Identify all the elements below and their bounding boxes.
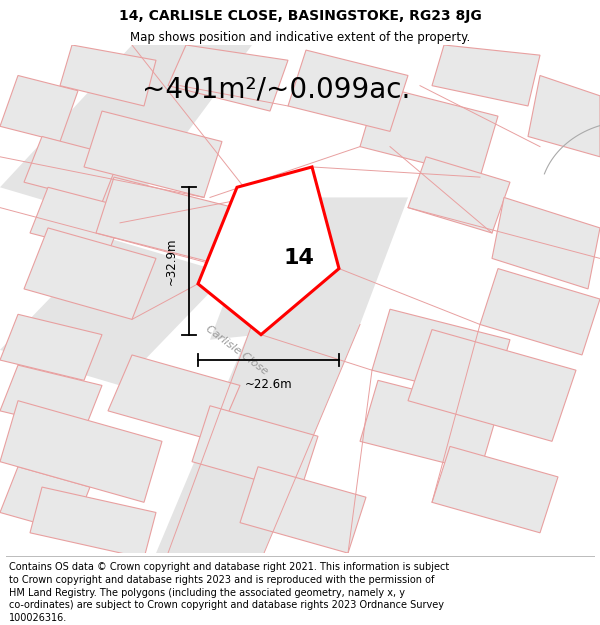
Polygon shape bbox=[492, 198, 600, 289]
Polygon shape bbox=[24, 136, 120, 202]
Text: ~401m²/~0.099ac.: ~401m²/~0.099ac. bbox=[142, 76, 410, 104]
Polygon shape bbox=[168, 45, 288, 111]
Polygon shape bbox=[192, 406, 318, 492]
Polygon shape bbox=[480, 269, 600, 355]
Polygon shape bbox=[0, 45, 252, 223]
Polygon shape bbox=[12, 416, 102, 482]
Polygon shape bbox=[432, 45, 540, 106]
Polygon shape bbox=[0, 401, 162, 502]
Text: Carlisle Close: Carlisle Close bbox=[204, 323, 270, 376]
Polygon shape bbox=[0, 76, 78, 141]
Polygon shape bbox=[360, 381, 498, 472]
Polygon shape bbox=[0, 238, 228, 386]
Polygon shape bbox=[0, 314, 102, 381]
Text: to Crown copyright and database rights 2023 and is reproduced with the permissio: to Crown copyright and database rights 2… bbox=[9, 575, 434, 585]
Polygon shape bbox=[408, 329, 576, 441]
Polygon shape bbox=[0, 467, 90, 532]
Polygon shape bbox=[24, 228, 156, 319]
Text: 14: 14 bbox=[284, 248, 315, 268]
Polygon shape bbox=[432, 446, 558, 532]
Text: 100026316.: 100026316. bbox=[9, 612, 67, 622]
Polygon shape bbox=[372, 309, 510, 401]
Polygon shape bbox=[0, 365, 102, 431]
Polygon shape bbox=[360, 86, 498, 177]
Polygon shape bbox=[288, 50, 408, 131]
Text: Contains OS data © Crown copyright and database right 2021. This information is : Contains OS data © Crown copyright and d… bbox=[9, 562, 449, 572]
Text: HM Land Registry. The polygons (including the associated geometry, namely x, y: HM Land Registry. The polygons (includin… bbox=[9, 588, 405, 598]
Text: 14, CARLISLE CLOSE, BASINGSTOKE, RG23 8JG: 14, CARLISLE CLOSE, BASINGSTOKE, RG23 8J… bbox=[119, 9, 481, 23]
Text: ~32.9m: ~32.9m bbox=[165, 238, 178, 285]
Polygon shape bbox=[30, 487, 156, 558]
Polygon shape bbox=[408, 157, 510, 233]
Polygon shape bbox=[84, 111, 222, 198]
Text: Map shows position and indicative extent of the property.: Map shows position and indicative extent… bbox=[130, 31, 470, 44]
Polygon shape bbox=[210, 198, 408, 340]
Polygon shape bbox=[30, 188, 126, 253]
Polygon shape bbox=[96, 177, 234, 264]
Polygon shape bbox=[108, 355, 240, 441]
Polygon shape bbox=[528, 76, 600, 157]
Text: ~22.6m: ~22.6m bbox=[245, 378, 292, 391]
Polygon shape bbox=[60, 45, 156, 106]
Polygon shape bbox=[198, 167, 339, 334]
Text: co-ordinates) are subject to Crown copyright and database rights 2023 Ordnance S: co-ordinates) are subject to Crown copyr… bbox=[9, 600, 444, 610]
Polygon shape bbox=[240, 467, 366, 553]
Polygon shape bbox=[156, 324, 360, 553]
